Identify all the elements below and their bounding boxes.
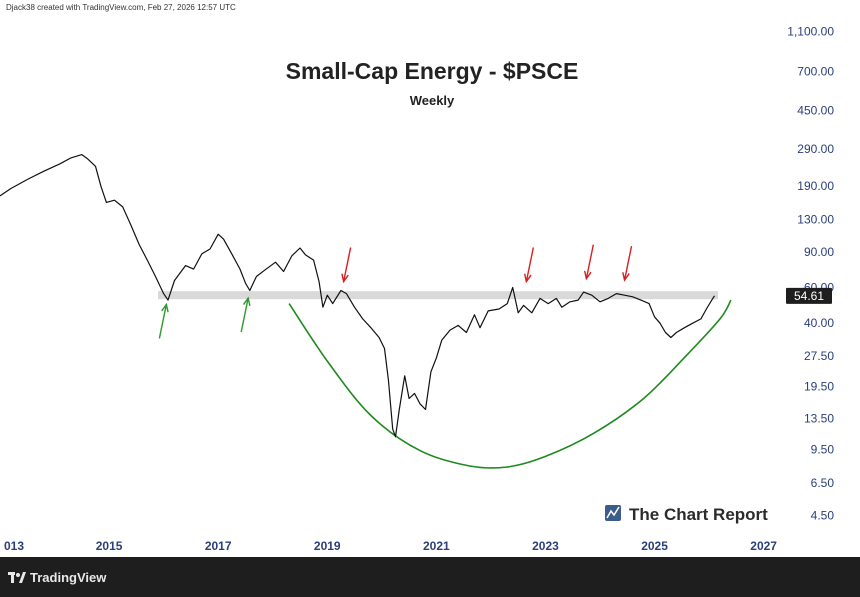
price-series-line-0[interactable] xyxy=(0,154,716,438)
price-chart[interactable]: Small-Cap Energy - $PSCE Weekly 1,100.00… xyxy=(0,17,860,557)
last-price-label: 54.61 xyxy=(794,289,824,303)
x-tick-label: 2017 xyxy=(205,539,232,553)
resistance-band xyxy=(158,291,718,300)
red-arrow-3-shaft xyxy=(623,245,633,281)
footer-bar: TradingView xyxy=(0,557,860,597)
chart-panel: Small-Cap Energy - $PSCE Weekly 1,100.00… xyxy=(0,17,860,557)
y-tick-label: 13.50 xyxy=(804,412,834,426)
y-tick-label: 190.00 xyxy=(797,179,834,193)
red-arrow-1-shaft xyxy=(525,247,535,282)
red-arrow-2-head xyxy=(583,270,592,281)
x-tick-label: 013 xyxy=(4,539,24,553)
cup-curve xyxy=(288,299,732,469)
y-tick-label: 700.00 xyxy=(797,64,834,78)
x-tick-label: 2021 xyxy=(423,539,450,553)
red-arrow-0-shaft xyxy=(342,247,352,282)
green-arrow-0-head xyxy=(161,302,169,313)
chart-report-watermark: The Chart Report xyxy=(605,505,768,524)
credit-text: Djack38 created with TradingView.com, Fe… xyxy=(6,3,236,12)
red-arrow-3-head xyxy=(622,272,630,282)
tradingview-logo-icon xyxy=(8,571,26,583)
x-tick-label: 2023 xyxy=(532,539,559,553)
green-arrow-1-shaft xyxy=(240,297,249,333)
green-arrow-0-shaft xyxy=(158,304,168,339)
chart-report-logo-icon xyxy=(605,505,621,521)
red-arrow-2 xyxy=(583,244,595,281)
y-tick-label: 1,100.00 xyxy=(787,25,834,39)
y-tick-label: 19.50 xyxy=(804,379,834,393)
red-arrow-2-shaft xyxy=(585,244,595,279)
green-arrow-0 xyxy=(158,302,169,339)
y-tick-label: 130.00 xyxy=(797,213,834,227)
green-arrow-1-head xyxy=(242,296,251,307)
chart-subtitle: Weekly xyxy=(410,93,455,108)
y-tick-label: 6.50 xyxy=(811,476,835,490)
watermark-text: The Chart Report xyxy=(629,505,768,524)
top-bar: Djack38 created with TradingView.com, Fe… xyxy=(0,0,860,17)
chart-title: Small-Cap Energy - $PSCE xyxy=(286,58,579,84)
y-tick-label: 290.00 xyxy=(797,142,834,156)
last-price-badge xyxy=(786,287,832,304)
x-tick-label: 2027 xyxy=(750,539,777,553)
y-tick-label: 4.50 xyxy=(811,508,835,522)
x-tick-label: 2015 xyxy=(96,539,123,553)
tradingview-brand[interactable]: TradingView xyxy=(8,570,106,585)
red-arrow-1 xyxy=(523,247,535,284)
x-tick-label: 2019 xyxy=(314,539,341,553)
y-tick-label: 40.00 xyxy=(804,316,834,330)
y-tick-label: 27.50 xyxy=(804,349,834,363)
red-arrow-0 xyxy=(341,247,352,284)
red-arrow-0-head xyxy=(341,273,349,284)
red-arrow-1-head xyxy=(523,273,532,284)
tradingview-brand-label: TradingView xyxy=(30,570,107,585)
green-arrow-1 xyxy=(240,296,251,333)
red-arrow-3 xyxy=(622,245,633,282)
x-tick-label: 2025 xyxy=(641,539,668,553)
y-tick-label: 9.50 xyxy=(811,443,835,457)
y-tick-label: 90.00 xyxy=(804,245,834,259)
y-tick-label: 450.00 xyxy=(797,103,834,117)
